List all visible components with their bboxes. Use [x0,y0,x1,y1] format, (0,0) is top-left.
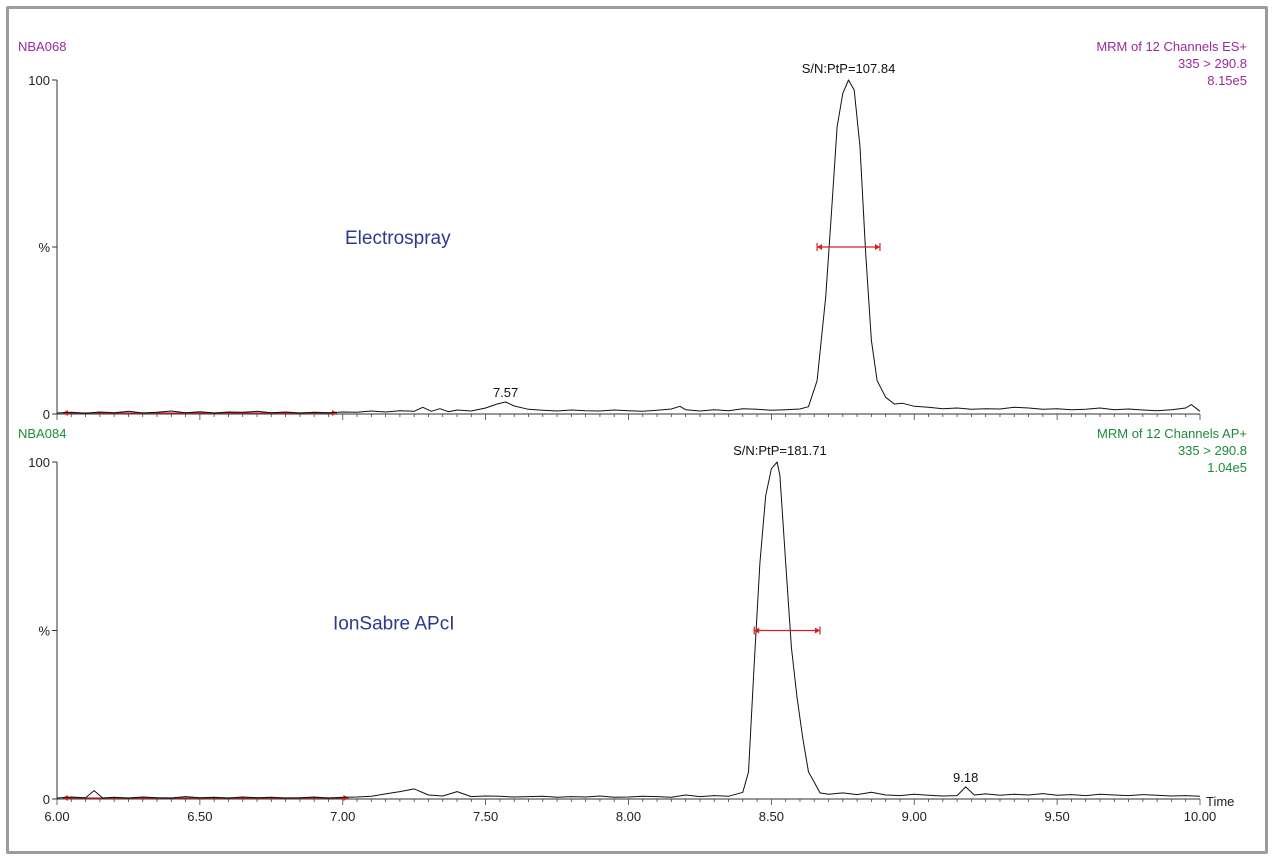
panel2-x-tick-label: 9.50 [1044,809,1069,824]
panel2-y-tick-label: 100 [28,455,50,470]
panel2-noise-region-start [62,795,68,801]
panel2-method-line: 1.04e5 [1207,460,1247,475]
panel1-peak-width-arrow-right [874,244,880,250]
panel1-method-line: MRM of 12 Channels ES+ [1096,39,1247,54]
panel2-peak-annotation: S/N:PtP=181.71 [733,443,827,458]
panel2-x-tick-label: 9.00 [902,809,927,824]
panel2-x-tick-label: 8.00 [616,809,641,824]
panel1-source-label: Electrospray [345,228,451,249]
panel2-y-tick-label: 0 [43,792,50,807]
panel1-y-tick-label: 100 [28,73,50,88]
panel2-x-axis-label: Time [1206,794,1234,809]
panel1-trace-line [56,79,1201,414]
panel2-y-tick-label: % [38,624,50,639]
chromatogram-frame [6,6,1268,854]
panel1-peak-annotation: 7.57 [493,385,518,400]
panel2-peak-width-arrow-left [754,627,760,634]
panel1-peak-width-arrow-left [817,244,823,250]
panel1-noise-region-end [332,410,338,416]
panel2-x-tick-label: 7.00 [330,809,355,824]
panel1-y-tick-label: 0 [43,407,50,422]
panel2-noise-region-end [343,795,349,801]
panel1-peak-annotation: S/N:PtP=107.84 [802,61,896,76]
panel2-x-tick-label: 7.50 [473,809,498,824]
panel1-y-tick-label: % [38,240,50,255]
panel1-sample-id: NBA068 [18,39,66,54]
panel2-method-line: 335 > 290.8 [1178,443,1247,458]
panel2-x-tick-label: 6.00 [44,809,69,824]
panel2-x-tick-label: 10.00 [1184,809,1217,824]
panel2-peak-annotation: 9.18 [953,770,978,785]
panel1-method-line: 8.15e5 [1207,73,1247,88]
panel2-trace-line [56,461,1201,799]
panel2-source-label: IonSabre APcI [333,614,454,635]
panel2-sample-id: NBA084 [18,426,66,441]
panel2-x-tick-label: 8.50 [759,809,784,824]
panel2-x-tick-label: 6.50 [187,809,212,824]
panel2-peak-width-arrow-right [814,627,820,634]
panel2-method-line: MRM of 12 Channels AP+ [1097,426,1247,441]
panel1-method-line: 335 > 290.8 [1178,56,1247,71]
